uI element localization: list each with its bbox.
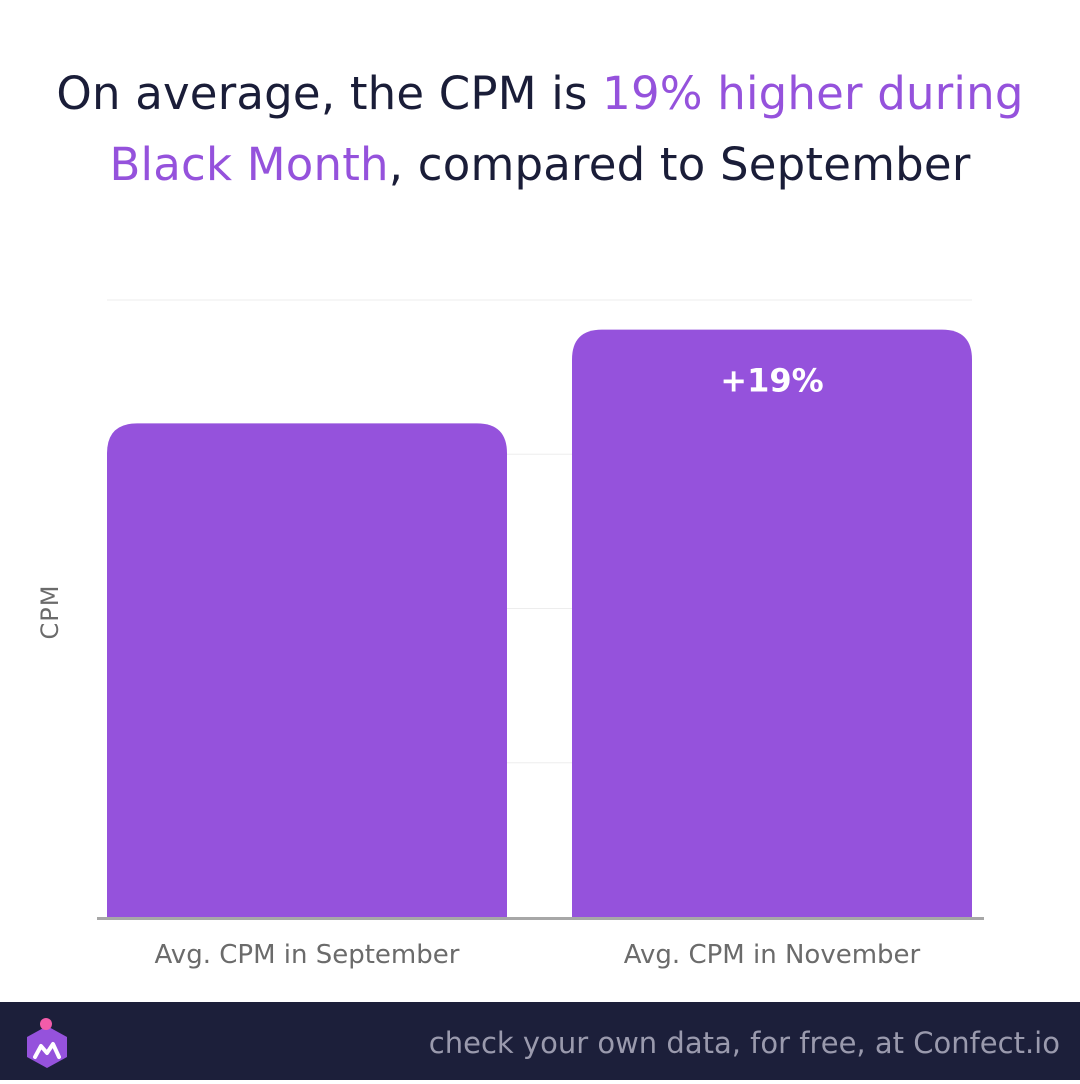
bar [107,423,507,917]
bar [572,329,972,918]
bar-chart: Avg. CPM in September +19% Avg. CPM in Nov… [97,299,984,970]
title-text-2: , compared to September [388,138,971,191]
chart-title: On average, the CPM is 19% higher during… [0,58,1080,200]
footer-cta-text: check your own data, for free, at Confec… [428,1026,1060,1060]
footer-banner: check your own data, for free, at Confec… [0,1002,1080,1080]
title-text-1: On average, the CPM is [56,67,603,120]
x-tick-label: Avg. CPM in September [155,940,460,970]
confect-logo-icon [27,1018,67,1068]
title-highlight-2: Black Month [109,138,389,191]
title-highlight-1: 19% higher during [602,67,1024,120]
x-tick-label: Avg. CPM in November [624,940,921,970]
y-axis-label: CPM [36,584,64,640]
bar-data-label: +19% [720,362,823,400]
